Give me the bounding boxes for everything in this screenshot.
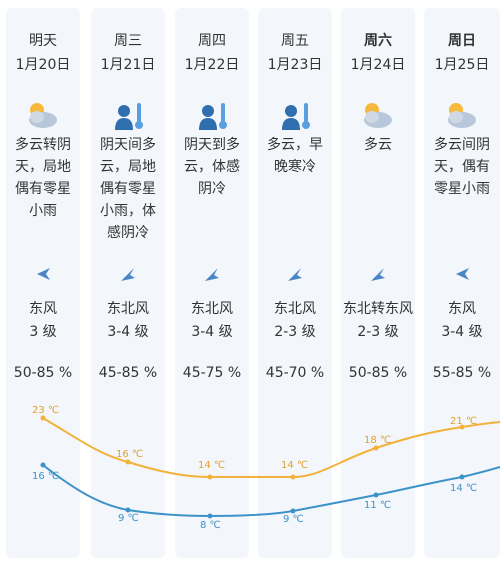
wind-direction-icon	[258, 266, 332, 284]
day-column-5[interactable]: 周日 1月25日 多云间阴天，偶有零星小雨 东风 3-4 级 55-85 %	[424, 8, 500, 558]
wind-direction-icon	[341, 266, 415, 284]
weather-description: 多云	[364, 137, 392, 153]
low-temp-label: 11 ℃	[364, 500, 391, 511]
partly-cloudy-icon	[341, 100, 415, 132]
weather-description: 多云转阴天，局地偶有零星小雨	[15, 137, 71, 219]
humidity: 45-75 %	[182, 365, 242, 381]
high-temp-label: 18 ℃	[364, 435, 391, 446]
wind-level: 2-3 级	[357, 324, 399, 340]
humidity: 45-85 %	[98, 365, 158, 381]
low-temp-label: 9 ℃	[118, 513, 139, 524]
high-temp-label: 21 ℃	[450, 416, 477, 427]
wind-direction: 东风	[448, 301, 476, 317]
wind-level: 3-4 级	[191, 324, 233, 340]
day-label: 周五	[281, 33, 309, 49]
day-date: 1月22日	[184, 57, 240, 73]
wind-direction: 东北风	[274, 301, 316, 317]
wind-direction-icon	[424, 266, 500, 284]
humidity: 55-85 %	[432, 365, 492, 381]
humidity: 50-85 %	[13, 365, 73, 381]
wind-direction: 东北风	[107, 301, 149, 317]
wind-direction: 东风	[29, 301, 57, 317]
day-column-2[interactable]: 周四 1月22日 阴天到多云，体感阴冷 东北风 3-4 级 45-75 %	[175, 8, 249, 558]
cold-warning-icon	[175, 100, 249, 132]
day-label: 周四	[198, 33, 226, 49]
cold-warning-icon	[258, 100, 332, 132]
weather-description: 多云间阴天，偶有零星小雨	[434, 137, 490, 197]
wind-level: 3-4 级	[441, 324, 483, 340]
low-temp-label: 9 ℃	[283, 514, 304, 525]
wind-level: 3-4 级	[107, 324, 149, 340]
high-temp-label: 23 ℃	[32, 405, 59, 416]
partly-cloudy-icon	[424, 100, 500, 132]
day-column-4[interactable]: 周六 1月24日 多云 东北转东风 2-3 级 50-85 %	[341, 8, 415, 558]
day-date: 1月23日	[267, 57, 323, 73]
high-temp-line	[42, 417, 500, 478]
high-temp-label: 14 ℃	[281, 460, 308, 471]
weather-description: 阴天间多云，局地偶有零星小雨，体感阴冷	[100, 137, 156, 241]
wind-direction-icon	[91, 266, 165, 284]
weather-description: 阴天到多云，体感阴冷	[184, 137, 240, 197]
wind-direction: 东北转东风	[343, 301, 413, 317]
low-temp-line	[42, 464, 500, 518]
day-date: 1月25日	[434, 57, 490, 73]
low-temp-label: 8 ℃	[200, 520, 221, 531]
humidity: 45-70 %	[265, 365, 325, 381]
day-date: 1月20日	[15, 57, 71, 73]
partly-cloudy-icon	[6, 100, 80, 132]
low-temp-label: 16 ℃	[32, 471, 59, 482]
low-temp-label: 14 ℃	[450, 483, 477, 494]
wind-level: 3 级	[29, 324, 57, 340]
wind-direction-icon	[6, 266, 80, 284]
cold-warning-icon	[91, 100, 165, 132]
wind-level: 2-3 级	[274, 324, 316, 340]
low-temp-points	[40, 462, 465, 519]
day-column-1[interactable]: 周三 1月21日 阴天间多云，局地偶有零星小雨，体感阴冷 东北风 3-4 级 4…	[91, 8, 165, 558]
day-date: 1月24日	[350, 57, 406, 73]
humidity: 50-85 %	[348, 365, 408, 381]
wind-direction: 东北风	[191, 301, 233, 317]
day-label: 周六	[364, 33, 392, 49]
day-label: 周日	[448, 33, 476, 49]
day-label: 明天	[29, 33, 57, 49]
day-column-3[interactable]: 周五 1月23日 多云，早晚寒冷 东北风 2-3 级 45-70 %	[258, 8, 332, 558]
wind-direction-icon	[175, 266, 249, 284]
high-temp-label: 14 ℃	[198, 460, 225, 471]
weather-description: 多云，早晚寒冷	[267, 137, 323, 175]
high-temp-points	[40, 415, 465, 480]
high-temp-label: 16 ℃	[116, 449, 143, 460]
day-date: 1月21日	[100, 57, 156, 73]
day-label: 周三	[114, 33, 142, 49]
